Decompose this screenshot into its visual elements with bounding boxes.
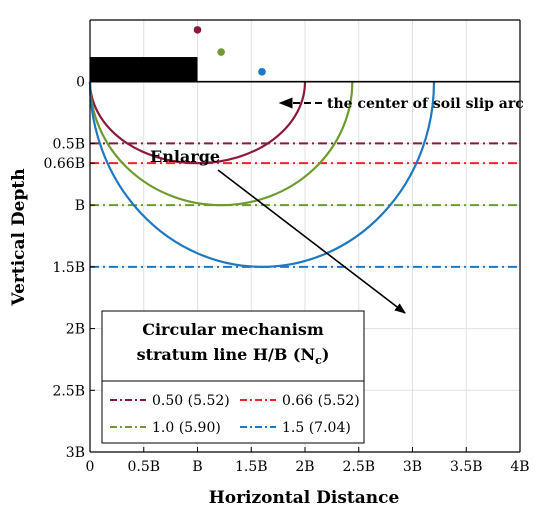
y-tick-label: 0.5B — [52, 136, 85, 152]
legend-entry-label: 1.5 (7.04) — [282, 420, 351, 436]
legend: Circular mechanism stratum line H/B (Nc)… — [101, 310, 365, 444]
arc-centers — [193, 26, 266, 76]
y-tick-label: 3B — [66, 445, 85, 461]
enlarge-arrow — [217, 169, 406, 314]
legend-box — [101, 310, 365, 444]
axes: 0 0.5B B 1.5B 2B 2.5B 3B 3.5B 4B 0 0.5B 0.66B B 1.5B 2… — [44, 19, 530, 475]
annotations: the center of soil slip arc Enlarge — [150, 96, 524, 166]
x-tick-label: 0.5B — [127, 459, 160, 475]
stratum-lines — [90, 142, 520, 268]
legend-title-subscript: c — [315, 354, 322, 367]
arc-center-dot — [193, 26, 202, 34]
x-tick-label: 0 — [86, 459, 95, 475]
slip-arc — [88, 81, 307, 165]
slip-arcs — [88, 81, 436, 268]
y-tick-label: B — [75, 198, 85, 214]
x-tick-label: B — [192, 459, 202, 475]
legend-title-line2: stratum line H/B (Nc) — [137, 345, 330, 367]
x-tick-label: 2B — [295, 459, 314, 475]
enlarge-annotation-label: Enlarge — [150, 147, 220, 166]
x-tick-label: 3B — [403, 459, 422, 475]
x-tick-label: 4B — [510, 459, 529, 475]
y-tick-label: 0.66B — [44, 156, 85, 172]
legend-title-prefix: stratum line H/B (N — [137, 345, 316, 364]
legend-title-suffix: ) — [322, 345, 330, 364]
legend-title-line1: Circular mechanism — [142, 320, 324, 339]
legend-entry-label: 0.66 (5.52) — [282, 393, 360, 409]
legend-entry-label: 1.0 (5.90) — [152, 420, 221, 436]
center-annotation-label: the center of soil slip arc — [327, 96, 524, 112]
y-tick-label: 0 — [76, 75, 85, 91]
slip-arc — [88, 81, 436, 268]
x-tick-label: 1.5B — [235, 459, 268, 475]
annotation-arrows — [217, 97, 406, 314]
footing-block — [90, 57, 198, 82]
x-tick-label: 2.5B — [342, 459, 375, 475]
legend-entry-label: 0.50 (5.52) — [152, 393, 230, 409]
y-tick-label: 2.5B — [52, 383, 85, 399]
x-tick-label: 3.5B — [450, 459, 483, 475]
arc-center-dot — [258, 68, 266, 76]
y-tick-label: 2B — [66, 322, 85, 338]
y-axis-label: Vertical Depth — [9, 168, 29, 306]
x-axis-label: Horizontal Distance — [209, 488, 400, 508]
slip-arc — [88, 81, 354, 207]
arc-center-dot — [217, 48, 225, 56]
ground-surface — [90, 57, 520, 83]
y-tick-label: 1.5B — [52, 260, 85, 276]
